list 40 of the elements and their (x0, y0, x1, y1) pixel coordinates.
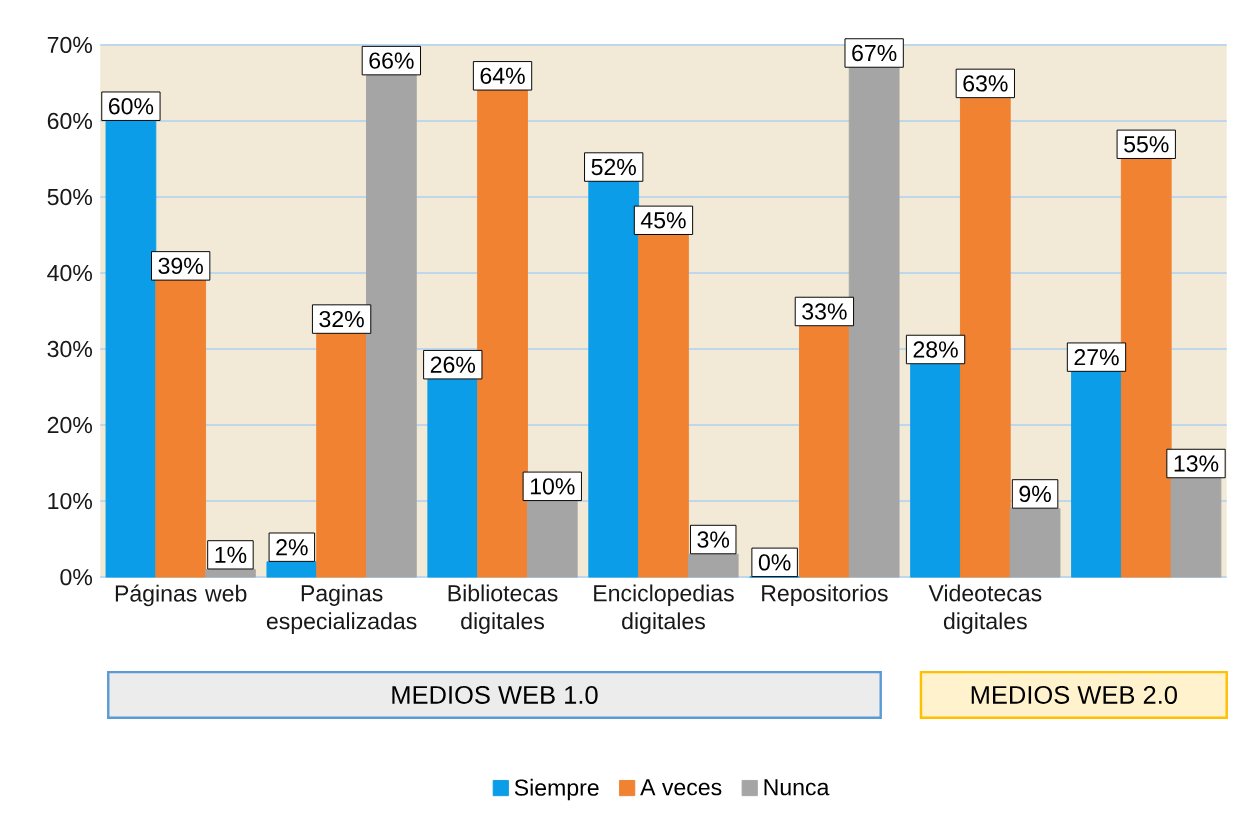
legend-label: A veces (640, 779, 722, 796)
data-label: 26% (430, 356, 476, 373)
y-tick-label: 40% (47, 264, 93, 282)
text: MEDIOS WEB 1.0 (392, 685, 598, 704)
x-tick-label: Páginas web (115, 584, 247, 607)
data-label: 2% (276, 539, 308, 556)
legend-label: Siempre (514, 778, 599, 801)
data-label: 32% (319, 310, 364, 328)
y-tick-label: 10% (48, 492, 93, 510)
x-tick-label: Bibliotecas digitales (448, 584, 558, 634)
data-label: 55% (1124, 136, 1169, 153)
data-label: 0% (758, 554, 791, 571)
data-label: 60% (109, 98, 154, 115)
data-label: 64% (480, 67, 525, 84)
y-tick-label: 0% (60, 568, 93, 586)
legend-label: Nunca (764, 779, 830, 796)
y-tick-label: 50% (47, 188, 93, 206)
x-tick-label: Repositorios (762, 584, 888, 606)
data-label: 52% (591, 158, 636, 176)
data-label: 45% (640, 212, 686, 229)
data-label: 28% (913, 341, 958, 358)
data-label: 63% (963, 75, 1008, 92)
data-label: 39% (158, 257, 203, 275)
data-label: 9% (1019, 485, 1051, 503)
data-label: 1% (215, 546, 247, 563)
x-tick-label: Paginas especializadas (266, 584, 417, 634)
y-tick-label: 60% (47, 112, 93, 130)
y-tick-label: 70% (47, 36, 93, 54)
y-tick-label: 20% (47, 416, 93, 434)
data-label: 66% (369, 52, 414, 69)
y-tick-label: 30% (47, 340, 93, 358)
x-tick-label: Enciclopedias digitales (594, 584, 734, 634)
data-label: 27% (1074, 349, 1119, 366)
data-label: 10% (530, 478, 575, 495)
data-label: 3% (697, 531, 730, 548)
data-label: 13% (1174, 455, 1219, 472)
text: MEDIOS WEB 2.0 (971, 685, 1177, 704)
data-label: 67% (852, 44, 897, 62)
data-label: 33% (802, 303, 847, 320)
x-tick-label: Videotecas digitales (928, 584, 1042, 634)
